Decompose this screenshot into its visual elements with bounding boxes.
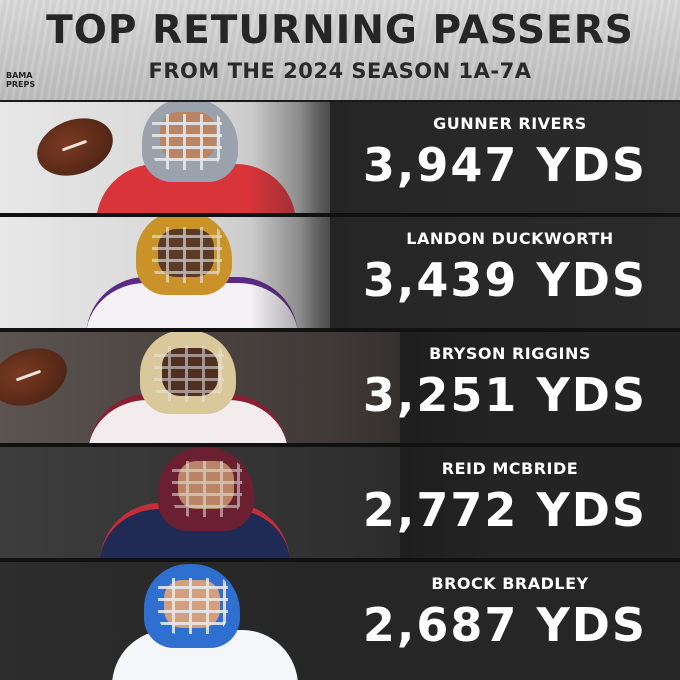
player-photo-3 bbox=[0, 332, 400, 443]
facemask-icon bbox=[172, 461, 242, 517]
player-name: BROCK BRADLEY bbox=[431, 574, 589, 593]
passing-yards: 2,687 YDS bbox=[362, 598, 648, 652]
stat-panel bbox=[330, 562, 680, 680]
passing-yards: 3,439 YDS bbox=[362, 253, 648, 307]
player-name: LANDON DUCKWORTH bbox=[406, 229, 614, 248]
player-name: REID MCBRIDE bbox=[441, 459, 579, 478]
stat-panel bbox=[340, 332, 680, 443]
player-row-1: GUNNER RIVERS 3,947 YDS bbox=[0, 102, 680, 213]
row-divider bbox=[0, 443, 680, 447]
row-divider bbox=[0, 213, 680, 217]
facemask-icon bbox=[152, 227, 222, 283]
player-photo-5 bbox=[0, 562, 330, 680]
facemask-icon bbox=[152, 114, 222, 170]
passing-yards: 3,251 YDS bbox=[362, 368, 648, 422]
page-subtitle: FROM THE 2024 SEASON 1A-7A bbox=[148, 59, 532, 83]
passing-yards: 2,772 YDS bbox=[362, 483, 648, 537]
stat-panel bbox=[300, 102, 680, 213]
player-name: GUNNER RIVERS bbox=[433, 114, 587, 133]
player-row-2: LANDON DUCKWORTH 3,439 YDS bbox=[0, 217, 680, 328]
football-icon bbox=[0, 338, 75, 416]
row-divider bbox=[0, 328, 680, 332]
header-banner: TOP RETURNING PASSERS FROM THE 2024 SEAS… bbox=[0, 0, 680, 100]
player-row-5: BROCK BRADLEY 2,687 YDS bbox=[0, 562, 680, 680]
facemask-icon bbox=[158, 578, 228, 634]
logo-line-1: BAMA bbox=[6, 71, 33, 80]
player-name: BRYSON RIGGINS bbox=[429, 344, 591, 363]
player-row-3: BRYSON RIGGINS 3,251 YDS bbox=[0, 332, 680, 443]
logo-line-2: PREPS bbox=[6, 80, 36, 89]
player-photo-4 bbox=[0, 447, 400, 558]
stat-panel bbox=[340, 447, 680, 558]
facemask-icon bbox=[154, 346, 224, 402]
football-icon bbox=[29, 108, 121, 186]
player-row-4: REID MCBRIDE 2,772 YDS bbox=[0, 447, 680, 558]
stat-panel bbox=[300, 217, 680, 328]
page-title: TOP RETURNING PASSERS bbox=[46, 8, 634, 53]
row-divider bbox=[0, 558, 680, 562]
passing-yards: 3,947 YDS bbox=[362, 138, 648, 192]
bama-preps-logo: BAMA PREPS bbox=[6, 71, 36, 89]
